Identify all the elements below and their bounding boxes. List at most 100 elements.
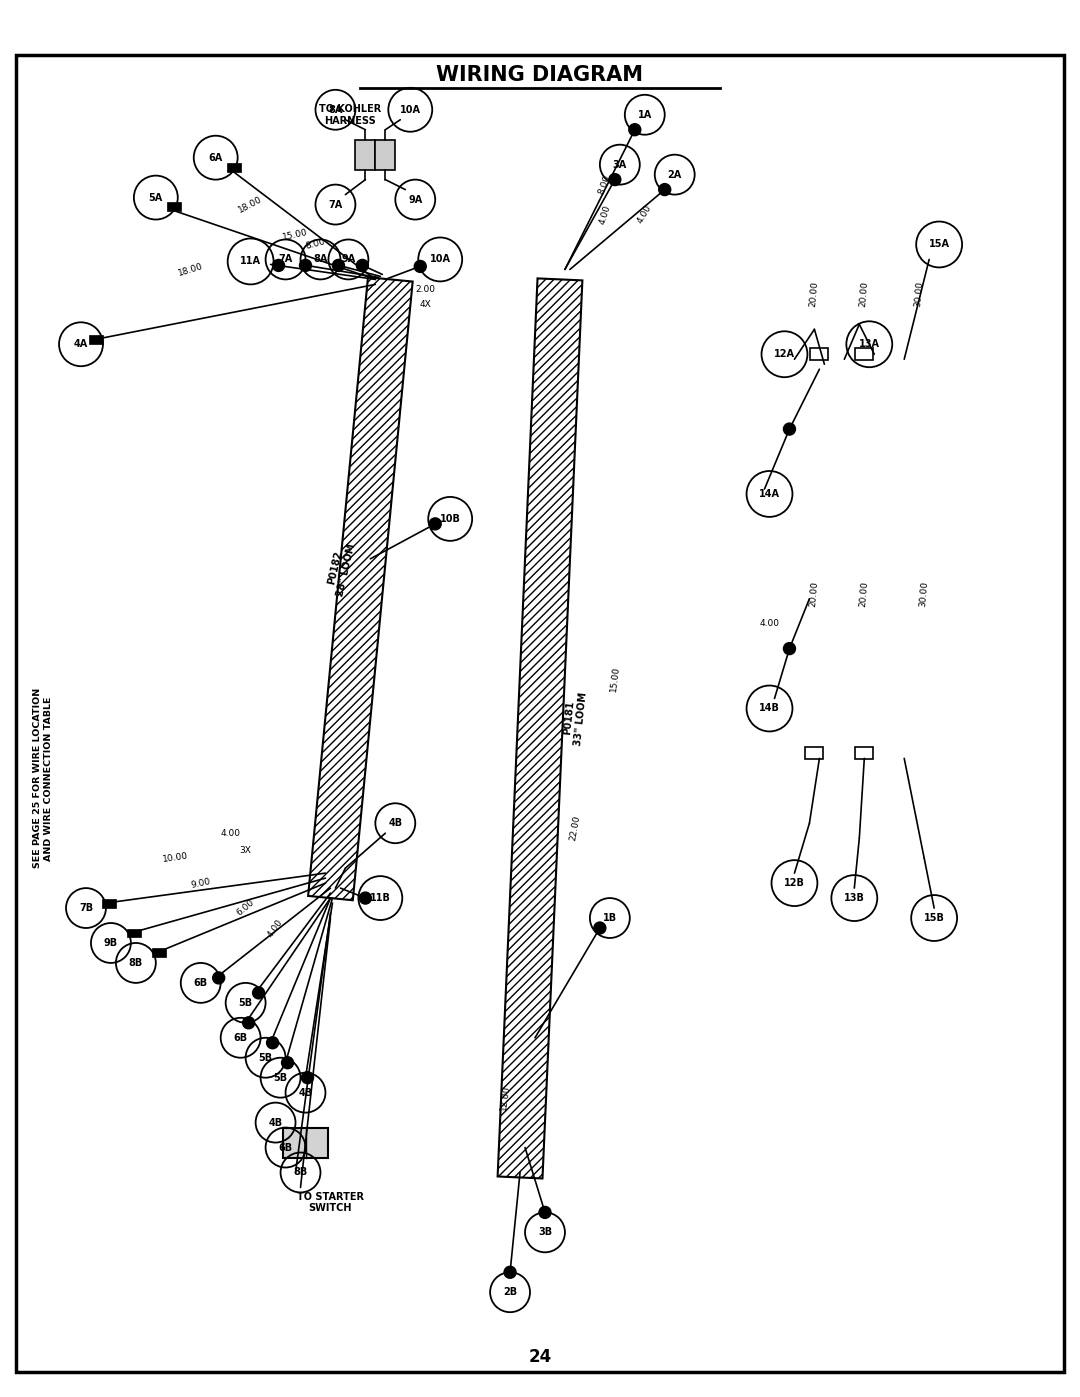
Text: 9.00: 9.00 <box>190 876 212 890</box>
Text: 7A: 7A <box>279 254 293 264</box>
Text: 4B: 4B <box>388 819 403 828</box>
Circle shape <box>299 260 311 271</box>
Text: 5A: 5A <box>149 193 163 203</box>
Text: 7A: 7A <box>328 200 342 210</box>
Text: 4X: 4X <box>419 300 431 309</box>
Text: 9B: 9B <box>104 937 118 949</box>
Circle shape <box>629 124 640 136</box>
Text: 4.00: 4.00 <box>636 204 653 225</box>
Text: 9A: 9A <box>408 194 422 204</box>
Text: 8B: 8B <box>294 1168 308 1178</box>
Text: 5B: 5B <box>239 997 253 1007</box>
Circle shape <box>504 1266 516 1278</box>
Bar <box>89 335 103 344</box>
Text: 6A: 6A <box>208 152 222 162</box>
Text: 6.00: 6.00 <box>235 898 256 918</box>
Circle shape <box>609 173 621 186</box>
Text: 2B: 2B <box>503 1287 517 1298</box>
Text: 1A: 1A <box>637 110 652 120</box>
Text: 14A: 14A <box>759 489 780 499</box>
Text: 10A: 10A <box>400 105 421 115</box>
Text: 14B: 14B <box>759 704 780 714</box>
Text: 9A: 9A <box>341 254 355 264</box>
Text: 10B: 10B <box>440 514 461 524</box>
Text: 3B: 3B <box>538 1228 552 1238</box>
Circle shape <box>429 518 442 529</box>
Circle shape <box>272 260 284 271</box>
Circle shape <box>267 1037 279 1049</box>
Bar <box>855 348 874 360</box>
Bar <box>810 348 828 360</box>
Text: 20.00: 20.00 <box>809 281 820 307</box>
Text: 1B: 1B <box>603 914 617 923</box>
Text: 24: 24 <box>528 1348 552 1366</box>
Bar <box>166 203 180 211</box>
Text: 6B: 6B <box>233 1032 247 1042</box>
Text: 7B: 7B <box>79 902 93 914</box>
Text: 13B: 13B <box>843 893 865 902</box>
Text: 3A: 3A <box>612 159 627 169</box>
Text: 4.00: 4.00 <box>597 204 612 225</box>
Text: 20.00: 20.00 <box>859 281 869 307</box>
Text: 15B: 15B <box>923 914 945 923</box>
Text: 6B: 6B <box>193 978 207 988</box>
Text: 6B: 6B <box>279 1143 293 1153</box>
Text: 5B: 5B <box>258 1053 272 1063</box>
Text: 4.00: 4.00 <box>759 619 780 629</box>
Circle shape <box>333 260 345 271</box>
Text: WIRING DIAGRAM: WIRING DIAGRAM <box>436 64 644 85</box>
Text: 11A: 11A <box>240 257 261 267</box>
Bar <box>283 1127 328 1158</box>
Text: 4.00: 4.00 <box>220 828 241 838</box>
Text: 20.00: 20.00 <box>859 581 869 606</box>
Text: 4B: 4B <box>298 1088 312 1098</box>
Circle shape <box>356 260 368 271</box>
Text: 8B: 8B <box>129 958 143 968</box>
Circle shape <box>360 893 372 904</box>
Bar <box>126 929 140 937</box>
Text: 13A: 13A <box>859 339 880 349</box>
Bar <box>855 747 874 760</box>
Text: 3X: 3X <box>240 845 252 855</box>
Circle shape <box>253 986 265 999</box>
Circle shape <box>213 972 225 983</box>
Text: P0181
33" LOOM: P0181 33" LOOM <box>562 690 589 746</box>
Bar <box>806 747 823 760</box>
Polygon shape <box>308 277 413 900</box>
Text: 2A: 2A <box>667 169 681 180</box>
Text: 8A: 8A <box>313 254 327 264</box>
Text: P0182
28" LOOM: P0182 28" LOOM <box>324 541 357 598</box>
Circle shape <box>783 643 796 655</box>
Text: TO KOHLER
HARNESS: TO KOHLER HARNESS <box>320 103 381 126</box>
Text: 15.00: 15.00 <box>609 665 621 692</box>
Text: 10.00: 10.00 <box>162 852 189 865</box>
Text: 18.00: 18.00 <box>238 194 265 215</box>
Text: 4.00: 4.00 <box>266 918 285 939</box>
Polygon shape <box>498 278 582 1179</box>
Circle shape <box>243 1017 255 1028</box>
Text: 18.00: 18.00 <box>177 261 204 278</box>
Bar <box>227 163 241 172</box>
Text: 22.00: 22.00 <box>568 814 582 841</box>
Text: 8A: 8A <box>328 105 342 115</box>
Text: 8.00: 8.00 <box>305 237 326 251</box>
Circle shape <box>282 1056 294 1069</box>
Text: 5B: 5B <box>273 1073 287 1083</box>
Text: 12B: 12B <box>784 879 805 888</box>
Text: 4A: 4A <box>73 339 89 349</box>
Text: 15.00: 15.00 <box>282 228 309 242</box>
Bar <box>102 898 116 908</box>
Text: 12A: 12A <box>774 349 795 359</box>
Circle shape <box>415 260 427 272</box>
Text: 8.00: 8.00 <box>597 173 612 196</box>
Text: 10A: 10A <box>430 254 450 264</box>
Text: 20.00: 20.00 <box>809 581 820 606</box>
Text: 2.00: 2.00 <box>415 285 435 293</box>
Text: 30.00: 30.00 <box>914 281 924 307</box>
Bar <box>152 949 166 957</box>
Text: 11B: 11B <box>370 893 391 902</box>
Circle shape <box>783 423 796 434</box>
Text: SEE PAGE 25 FOR WIRE LOCATION
AND WIRE CONNECTION TABLE: SEE PAGE 25 FOR WIRE LOCATION AND WIRE C… <box>33 689 53 869</box>
Circle shape <box>659 183 671 196</box>
Text: 4B: 4B <box>269 1118 283 1127</box>
